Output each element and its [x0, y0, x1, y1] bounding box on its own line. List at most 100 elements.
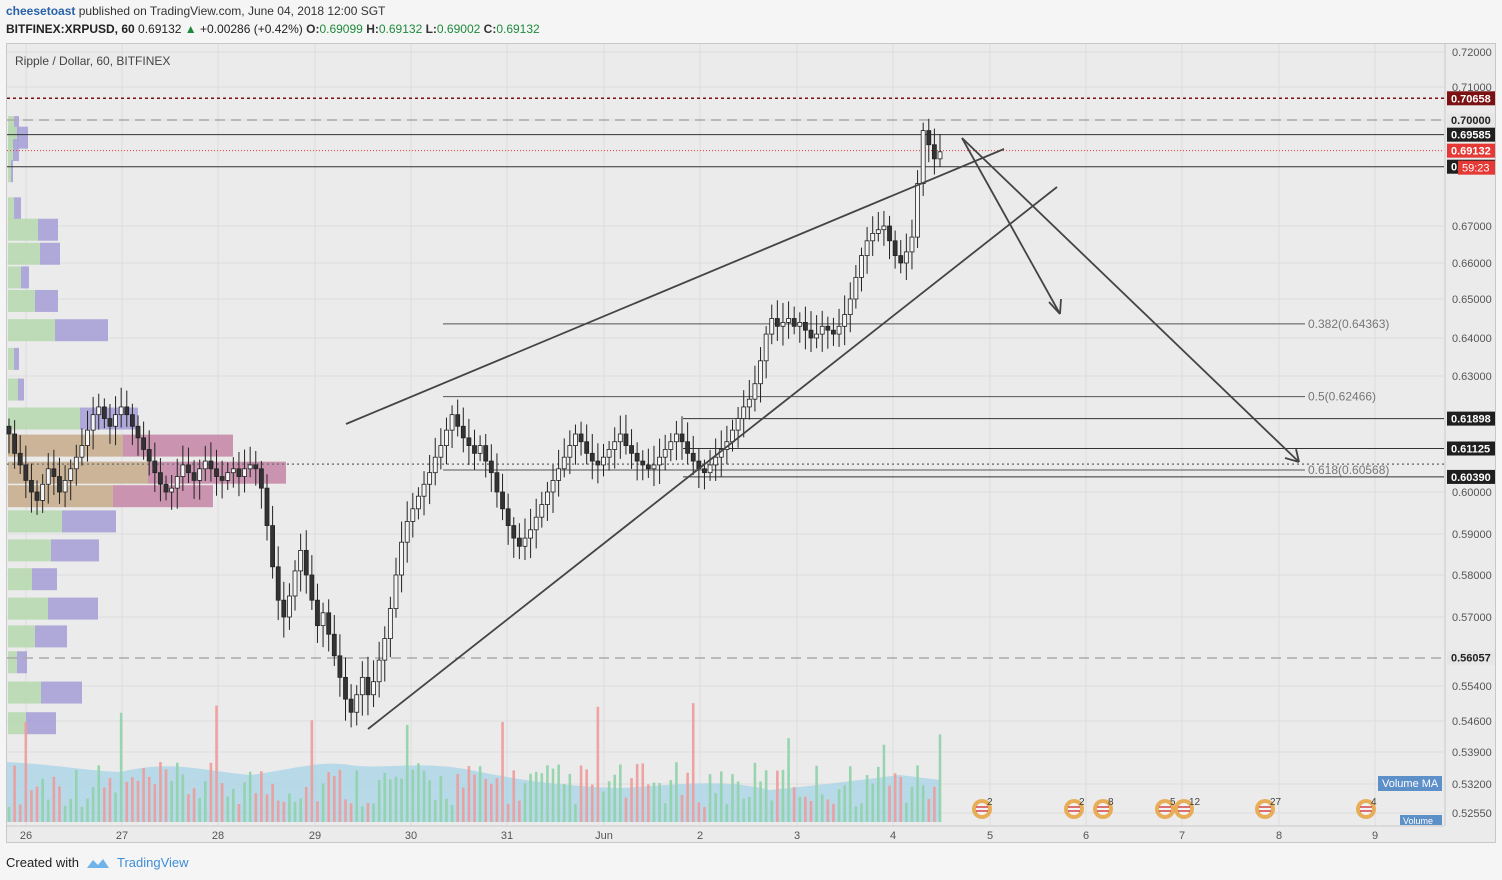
- open-label: O:: [306, 22, 320, 36]
- candle-body: [875, 229, 881, 234]
- candle-body: [152, 460, 158, 474]
- volume-profile-down-bar: [17, 126, 28, 149]
- volume-bar: [837, 789, 841, 822]
- candle-body: [808, 329, 814, 339]
- event-flag-inner: [1259, 803, 1271, 815]
- volume-bar: [439, 775, 443, 822]
- up-arrow-icon: ▲: [184, 22, 197, 36]
- candle-body: [399, 541, 404, 576]
- volume-bar: [893, 773, 897, 822]
- volume-bar: [916, 765, 919, 822]
- created-with-text: Created with: [6, 855, 79, 870]
- volume-bar: [52, 776, 56, 822]
- volume-bar: [445, 798, 448, 822]
- chart-panel[interactable]: [6, 43, 1496, 843]
- volume-bar: [938, 734, 942, 822]
- candle-body: [68, 468, 74, 481]
- candle-body: [275, 566, 281, 601]
- candle-body: [146, 449, 152, 462]
- volume-bar: [624, 797, 628, 822]
- volume-bar: [243, 782, 246, 822]
- volume-profile-down-bar: [32, 568, 57, 591]
- volume-bar: [680, 794, 684, 822]
- price-tick-label: 0.54600: [1452, 716, 1492, 728]
- candle-body: [62, 479, 68, 493]
- tradingview-logo-icon: [86, 858, 109, 868]
- volume-bar: [619, 764, 622, 822]
- volume-bar: [355, 770, 359, 822]
- volume-bar: [596, 706, 600, 822]
- candle-body: [505, 508, 511, 526]
- volume-bar: [490, 783, 493, 822]
- volume-bar: [119, 712, 123, 822]
- candle-body: [528, 529, 533, 539]
- event-count: 4: [1371, 797, 1377, 808]
- candle-body: [191, 472, 197, 481]
- candle-body: [567, 445, 573, 458]
- volume-bar: [473, 774, 476, 822]
- volume-bar: [787, 738, 790, 822]
- volume-profile-up-bar: [8, 218, 38, 241]
- price-label-box: [1447, 650, 1495, 665]
- volume-profile-down-bar: [14, 197, 21, 220]
- low-value: 0.69002: [436, 22, 481, 36]
- volume-bar: [383, 772, 387, 822]
- volume-bar: [428, 780, 431, 822]
- author-link[interactable]: cheesetoast: [6, 4, 76, 18]
- candle-body: [898, 255, 904, 264]
- volume-bar: [742, 798, 746, 822]
- candle-body: [511, 525, 517, 539]
- candle-body: [662, 449, 668, 458]
- volume-bar: [24, 721, 28, 822]
- volume-bar: [658, 783, 661, 822]
- event-flag-inner: [1097, 803, 1109, 815]
- volume-bar: [602, 791, 605, 822]
- candle-body: [679, 433, 685, 443]
- candle-body: [96, 406, 102, 416]
- volume-bar: [585, 769, 588, 822]
- volume-bar: [69, 798, 72, 822]
- volume-bar: [332, 775, 336, 822]
- us-flag-icon: [1178, 806, 1190, 812]
- volume-bar: [854, 806, 858, 822]
- volume-bar: [501, 721, 504, 822]
- candle-body: [354, 694, 360, 713]
- candle-body: [281, 599, 287, 618]
- volume-ma-tag-box: [1378, 776, 1442, 791]
- candle-body: [488, 460, 494, 474]
- candle-body: [387, 608, 393, 639]
- time-tick-label: 26: [20, 830, 32, 842]
- volume-profile-up-bar: [8, 160, 11, 183]
- volume-profile-down-bar: [18, 378, 24, 401]
- price-tick-label: 0.72000: [1452, 47, 1492, 59]
- tradingview-link[interactable]: TradingView: [116, 855, 189, 870]
- volume-bar: [478, 766, 482, 822]
- candle-body: [847, 298, 853, 316]
- volume-bar: [557, 764, 560, 822]
- volume-bar: [461, 787, 465, 822]
- time-tick-label: 3: [794, 830, 800, 842]
- volume-bar: [719, 771, 723, 822]
- candle-body: [556, 468, 562, 481]
- candle-body: [348, 698, 354, 713]
- event-flag-inner: [1360, 803, 1372, 815]
- time-tick-label: 5: [987, 830, 993, 842]
- volume-bar: [686, 772, 689, 822]
- high-value: 0.69132: [378, 22, 423, 36]
- volume-bar: [327, 772, 330, 822]
- volume-bar: [91, 787, 95, 822]
- volume-bar: [422, 770, 426, 822]
- volume-bar: [809, 800, 813, 822]
- time-tick-label: 8: [1276, 830, 1282, 842]
- candle-body: [12, 433, 18, 454]
- candle-body: [449, 414, 455, 431]
- volume-ma-label: Volume MA: [1382, 778, 1439, 790]
- volume-bar: [226, 796, 230, 822]
- candle-body: [270, 525, 275, 568]
- price-tick-label: 0.58000: [1452, 570, 1492, 582]
- volume-bar: [725, 804, 729, 822]
- volume-bar: [534, 771, 538, 822]
- published-text: published on TradingView.com, June 04, 2…: [78, 4, 386, 18]
- time-tick-label: 2: [697, 830, 703, 842]
